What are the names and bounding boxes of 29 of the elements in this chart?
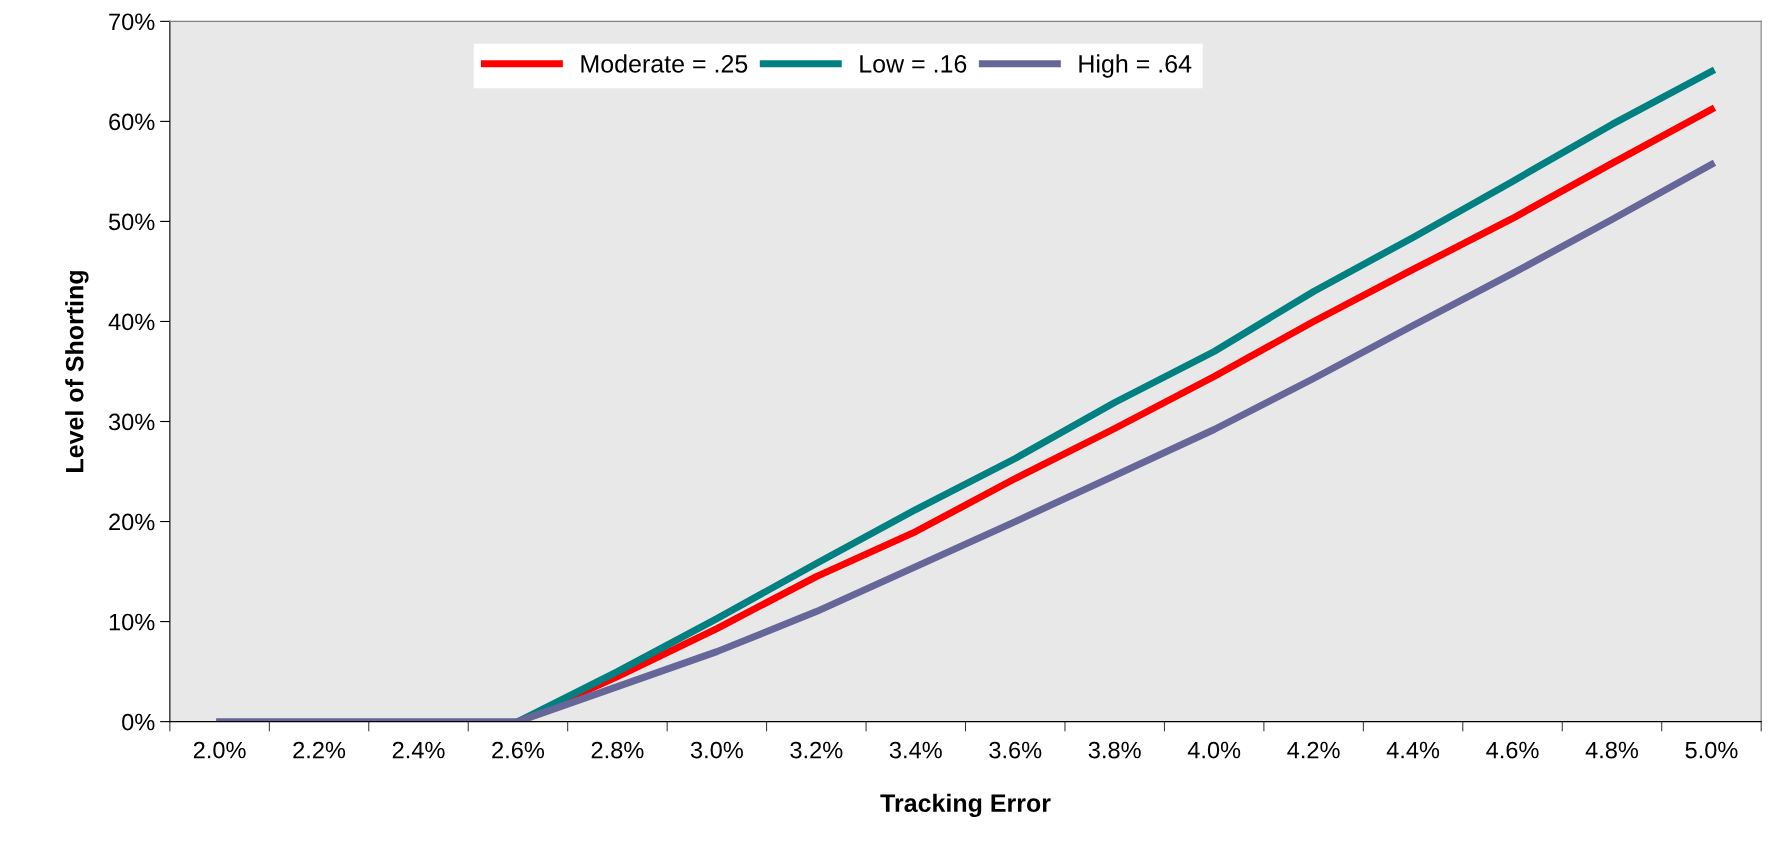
y-tick-label: 30%: [108, 413, 155, 431]
x-axis-title: Tracking Error: [880, 793, 1051, 818]
x-tick-label: 2.6%: [492, 741, 545, 759]
legend-label: Moderate = .25: [581, 54, 748, 73]
x-tick-label: 2.2%: [293, 741, 346, 759]
x-tick-label: 5.0%: [1685, 741, 1738, 759]
x-tick-label: 2.0%: [193, 741, 246, 759]
y-tick-label: 0%: [122, 713, 155, 731]
y-tick-label: 10%: [109, 613, 155, 631]
x-tick-label: 4.2%: [1287, 741, 1340, 759]
y-tick-label: 20%: [109, 513, 155, 531]
y-tick-label: 50%: [108, 213, 155, 231]
x-tick-label: 3.0%: [690, 741, 743, 759]
legend-label: High = .64: [1079, 54, 1192, 78]
x-tick-label: 3.4%: [889, 741, 942, 759]
x-tick-label: 3.6%: [989, 741, 1042, 759]
x-tick-label: 4.8%: [1585, 741, 1639, 759]
x-tick-label: 3.8%: [1088, 741, 1141, 759]
x-tick-label: 3.2%: [790, 741, 843, 759]
x-tick-label: 2.4%: [392, 741, 445, 759]
y-tick-label: 40%: [108, 313, 155, 331]
legend-label: Low = .16: [860, 55, 967, 73]
y-tick-label: 60%: [109, 113, 155, 131]
y-axis-title: Level of Shorting: [65, 271, 89, 472]
x-tick-label: 4.4%: [1386, 741, 1440, 759]
x-tick-label: 2.8%: [591, 741, 644, 759]
x-tick-label: 4.0%: [1187, 741, 1241, 759]
y-tick-label: 70%: [109, 13, 155, 31]
x-tick-label: 4.6%: [1486, 741, 1539, 759]
